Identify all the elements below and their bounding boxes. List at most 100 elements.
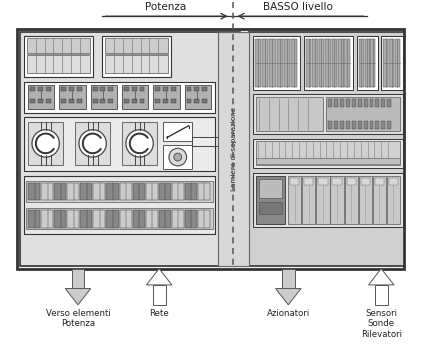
Bar — [108, 87, 113, 90]
Polygon shape — [146, 269, 172, 285]
Bar — [202, 99, 207, 103]
Bar — [132, 99, 137, 103]
Bar — [375, 285, 387, 305]
Bar — [28, 122, 63, 165]
Bar — [198, 183, 210, 200]
Bar — [69, 99, 74, 103]
Bar — [340, 121, 344, 129]
Bar — [195, 87, 199, 90]
Bar — [304, 178, 313, 186]
Bar — [93, 210, 105, 228]
Bar — [122, 122, 157, 165]
Bar — [107, 210, 118, 228]
Bar — [358, 99, 362, 107]
Text: Verso elementi
Potenza: Verso elementi Potenza — [46, 309, 110, 328]
Bar — [46, 99, 51, 103]
Bar — [253, 173, 403, 227]
Circle shape — [32, 130, 59, 157]
Bar — [41, 183, 53, 200]
Bar — [171, 87, 176, 90]
Bar — [256, 141, 400, 165]
Bar — [122, 85, 148, 109]
Bar — [389, 178, 398, 186]
Bar — [100, 99, 105, 103]
Bar — [41, 210, 53, 228]
Polygon shape — [368, 269, 394, 285]
Bar — [375, 121, 379, 129]
Bar — [69, 87, 74, 90]
Bar — [360, 178, 370, 186]
Bar — [253, 95, 403, 134]
Text: Azionatori: Azionatori — [266, 309, 310, 318]
Bar — [255, 39, 261, 87]
Bar — [80, 183, 92, 200]
Bar — [282, 269, 295, 288]
Bar — [163, 122, 192, 141]
Bar — [105, 55, 168, 73]
Bar — [346, 178, 356, 186]
Bar — [352, 121, 356, 129]
Bar — [198, 210, 210, 228]
Bar — [153, 85, 180, 109]
Bar — [54, 210, 66, 228]
Bar — [375, 178, 384, 186]
Bar — [389, 39, 394, 87]
Bar — [105, 38, 168, 53]
Bar — [172, 210, 184, 228]
Bar — [185, 183, 197, 200]
Bar — [140, 99, 145, 103]
Bar — [185, 210, 197, 228]
Text: Rete: Rete — [149, 309, 169, 318]
Bar — [256, 158, 400, 164]
Bar — [80, 210, 92, 228]
Bar — [381, 121, 385, 129]
Bar — [306, 39, 311, 87]
Bar — [291, 39, 297, 87]
Polygon shape — [275, 288, 301, 305]
Bar — [102, 36, 171, 77]
Bar — [359, 176, 372, 224]
Bar — [218, 32, 249, 266]
Bar — [373, 176, 386, 224]
Bar — [93, 183, 105, 200]
Bar — [91, 85, 117, 109]
Bar — [20, 32, 240, 266]
Bar — [54, 183, 66, 200]
Bar — [387, 99, 391, 107]
Bar — [327, 97, 400, 131]
Bar — [132, 210, 145, 228]
Bar — [338, 39, 343, 87]
Bar — [28, 183, 40, 200]
Bar — [358, 121, 362, 129]
Bar — [340, 99, 344, 107]
Bar — [302, 176, 316, 224]
Bar — [38, 87, 43, 90]
Bar — [163, 145, 192, 169]
Circle shape — [174, 153, 181, 161]
Bar — [330, 176, 343, 224]
Bar — [316, 176, 330, 224]
Bar — [249, 32, 404, 266]
Bar — [202, 87, 207, 90]
Bar — [357, 36, 378, 90]
Bar — [124, 87, 129, 90]
Bar — [187, 99, 192, 103]
Bar — [332, 178, 342, 186]
Bar — [395, 39, 400, 87]
Bar — [67, 210, 80, 228]
Circle shape — [79, 130, 106, 157]
Bar — [381, 36, 403, 90]
Bar — [319, 39, 324, 87]
Circle shape — [126, 130, 153, 157]
Bar — [284, 39, 290, 87]
Bar — [67, 183, 80, 200]
Bar — [290, 178, 299, 186]
Bar — [334, 99, 338, 107]
Text: BASSO livello: BASSO livello — [263, 2, 333, 12]
Bar — [345, 176, 357, 224]
Bar — [187, 87, 192, 90]
Bar — [27, 55, 90, 73]
Bar — [26, 180, 213, 202]
Bar — [163, 87, 168, 90]
Bar — [171, 99, 176, 103]
